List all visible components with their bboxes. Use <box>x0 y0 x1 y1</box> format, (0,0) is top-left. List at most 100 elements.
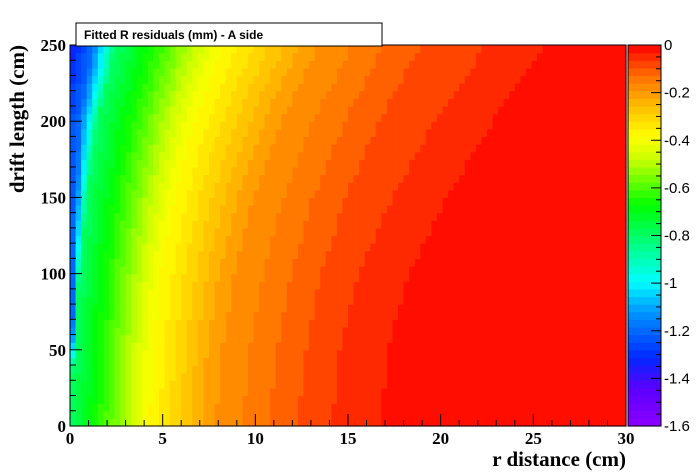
heatmap-cell <box>114 128 121 138</box>
heatmap-cell <box>559 166 566 176</box>
heatmap-cell <box>253 128 260 138</box>
heatmap-cell <box>487 296 494 305</box>
heatmap-cell <box>103 258 110 267</box>
heatmap-cell <box>325 212 332 221</box>
heatmap-cell <box>370 288 377 298</box>
heatmap-cell <box>186 105 193 115</box>
heatmap-cell <box>531 90 538 99</box>
heatmap-cell <box>570 304 577 313</box>
heatmap-cell <box>531 235 538 244</box>
heatmap-cell <box>414 243 421 252</box>
heatmap-cell <box>103 250 110 259</box>
heatmap-cell <box>325 90 332 99</box>
heatmap-cell <box>114 296 121 305</box>
heatmap-cell <box>503 90 510 99</box>
heatmap-cell <box>236 372 243 381</box>
heatmap-cell <box>420 250 427 259</box>
heatmap-cell <box>553 273 560 282</box>
heatmap-cell <box>464 395 471 404</box>
heatmap-cell <box>353 60 360 69</box>
heatmap-cell <box>609 288 616 298</box>
heatmap-cell <box>409 166 416 176</box>
heatmap-cell <box>247 387 255 397</box>
heatmap-cell <box>281 75 288 84</box>
heatmap-cell <box>142 98 149 107</box>
heatmap-cell <box>181 90 188 99</box>
heatmap-cell <box>70 144 77 153</box>
heatmap-cell <box>203 128 210 138</box>
heatmap-cell <box>537 136 544 145</box>
heatmap-cell <box>548 288 555 298</box>
heatmap-cell <box>314 220 321 229</box>
heatmap-cell <box>181 243 188 252</box>
heatmap-cell <box>492 144 499 153</box>
heatmap-cell <box>131 159 138 168</box>
heatmap-cell <box>103 319 110 328</box>
heatmap-cell <box>386 418 394 427</box>
heatmap-cell <box>531 304 538 313</box>
heatmap-cell <box>414 159 421 168</box>
heatmap-cell <box>186 326 193 336</box>
heatmap-cell <box>231 342 238 351</box>
heatmap-cell <box>531 365 538 374</box>
heatmap-cell <box>247 151 255 160</box>
heatmap-cell <box>175 273 182 282</box>
heatmap-cell <box>214 304 221 313</box>
heatmap-cell <box>270 98 277 107</box>
heatmap-cell <box>420 98 427 107</box>
heatmap-cell <box>136 357 143 366</box>
heatmap-cell <box>209 205 216 214</box>
heatmap-cell <box>553 151 560 160</box>
heatmap-cell <box>592 395 599 404</box>
heatmap-cell <box>592 334 599 343</box>
heatmap-cell <box>398 403 405 412</box>
heatmap-cell <box>520 410 527 419</box>
heatmap-cell <box>537 288 544 298</box>
heatmap-cell <box>386 296 394 305</box>
heatmap-cell <box>375 296 382 305</box>
heatmap-cell <box>292 182 299 191</box>
heatmap-cell <box>453 334 460 343</box>
heatmap-cell <box>609 166 616 176</box>
heatmap-cell <box>108 326 116 336</box>
heatmap-cell <box>81 105 88 115</box>
heatmap-cell <box>548 319 555 328</box>
heatmap-cell <box>120 113 127 122</box>
heatmap-cell <box>420 212 427 221</box>
heatmap-cell <box>487 151 494 160</box>
heatmap-cell <box>203 220 210 229</box>
heatmap-cell <box>598 418 605 427</box>
heatmap-cell <box>81 265 88 275</box>
heatmap-cell <box>553 113 560 122</box>
heatmap-cell <box>164 319 171 328</box>
heatmap-cell <box>537 243 544 252</box>
heatmap-cell <box>459 98 466 107</box>
heatmap-cell <box>581 281 588 290</box>
heatmap-cell <box>375 273 382 282</box>
heatmap-cell <box>136 98 143 107</box>
heatmap-cell <box>425 197 432 206</box>
heatmap-cell <box>620 220 627 229</box>
heatmap-cell <box>564 395 571 404</box>
heatmap-cell <box>620 403 627 412</box>
heatmap-cell <box>570 281 577 290</box>
heatmap-cell <box>158 52 166 61</box>
heatmap-cell <box>614 418 622 427</box>
heatmap-cell <box>147 98 154 107</box>
heatmap-cell <box>108 98 116 107</box>
heatmap-cell <box>442 182 449 191</box>
heatmap-cell <box>220 83 227 92</box>
heatmap-cell <box>108 166 116 176</box>
heatmap-cell <box>598 105 605 115</box>
heatmap-cell <box>442 45 449 54</box>
heatmap-cell <box>314 265 321 275</box>
heatmap-cell <box>225 83 232 92</box>
heatmap-cell <box>120 205 127 214</box>
heatmap-cell <box>325 98 332 107</box>
heatmap-cell <box>375 45 382 54</box>
heatmap-cell <box>97 159 104 168</box>
heatmap-cell <box>498 220 505 229</box>
heatmap-cell <box>475 128 483 138</box>
heatmap-cell <box>359 380 366 389</box>
heatmap-cell <box>264 395 271 404</box>
